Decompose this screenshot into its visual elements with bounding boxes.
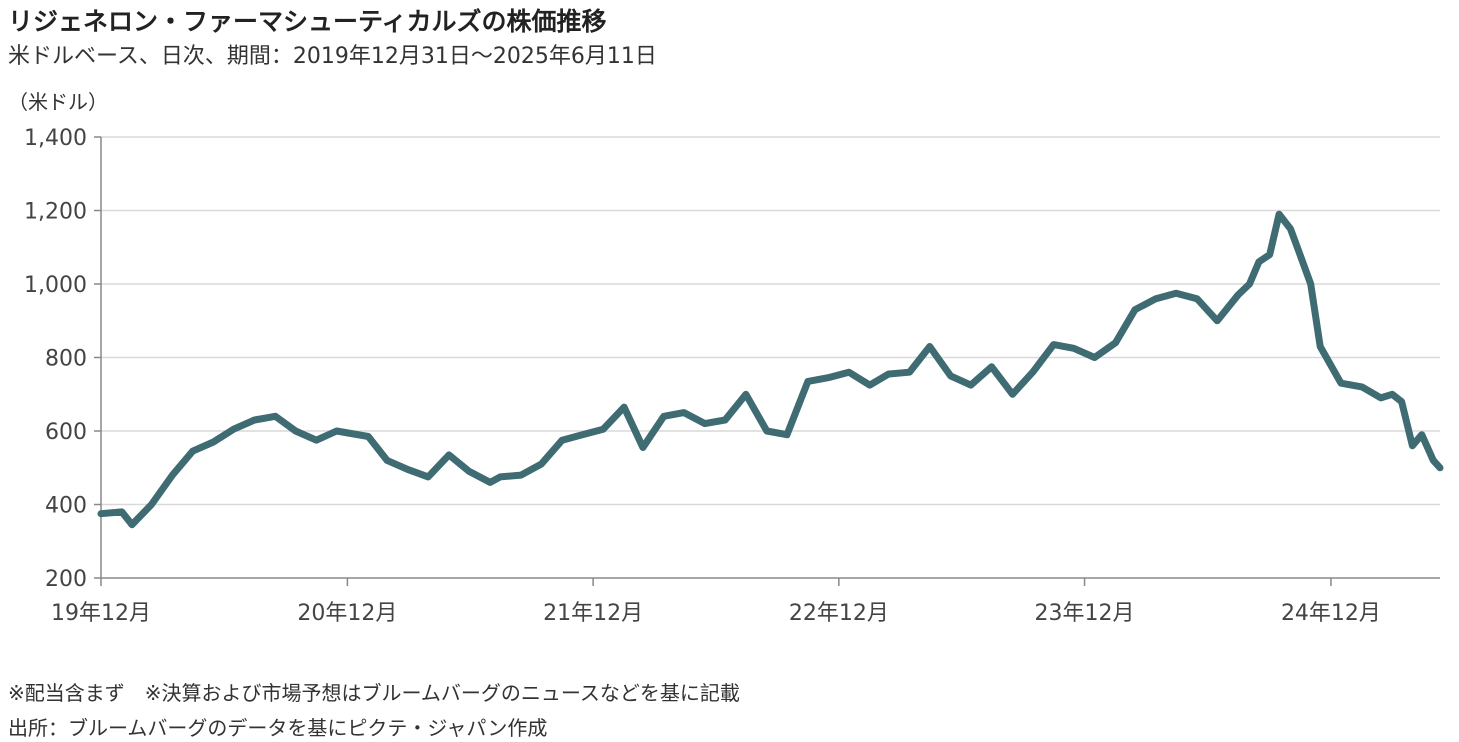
- x-tick-label: 22年12月: [789, 601, 889, 626]
- x-tick-label: 21年12月: [543, 601, 643, 626]
- y-tick-label: 1,200: [24, 200, 87, 225]
- y-tick-label: 400: [45, 494, 87, 519]
- y-tick-label: 600: [45, 420, 87, 445]
- chart-title: リジェネロン・ファーマシューティカルズの株価推移: [8, 7, 607, 36]
- series-layer: [97, 210, 1444, 529]
- price-series-line: [97, 210, 1444, 529]
- x-tick-label: 19年12月: [51, 601, 151, 626]
- x-tick-label: 24年12月: [1281, 601, 1381, 626]
- y-tick-label: 800: [45, 347, 87, 372]
- footnote-text: ※配当含まず ※決算および市場予想はブルームバーグのニュースなどを基に記載: [8, 681, 740, 705]
- source-text: 出所：ブルームバーグのデータを基にピクテ・ジャパン作成: [8, 716, 548, 740]
- tick-labels: 200 400 600 800 1,000 1,200 1,400 19年12月 20年12月 2…: [24, 126, 1381, 626]
- y-tick-label: 1,000: [24, 273, 87, 298]
- axes: [94, 136, 1440, 586]
- y-tick-label: 1,400: [24, 126, 87, 151]
- y-axis-unit-label: （米ドル）: [8, 90, 108, 114]
- chart-subtitle: 米ドルベース、日次、期間：2019年12月31日～2025年6月11日: [8, 44, 657, 69]
- grid-lines: [101, 136, 1440, 506]
- x-tick-label: 23年12月: [1035, 601, 1135, 626]
- x-tick-label: 20年12月: [297, 601, 397, 626]
- y-tick-label: 200: [45, 567, 87, 592]
